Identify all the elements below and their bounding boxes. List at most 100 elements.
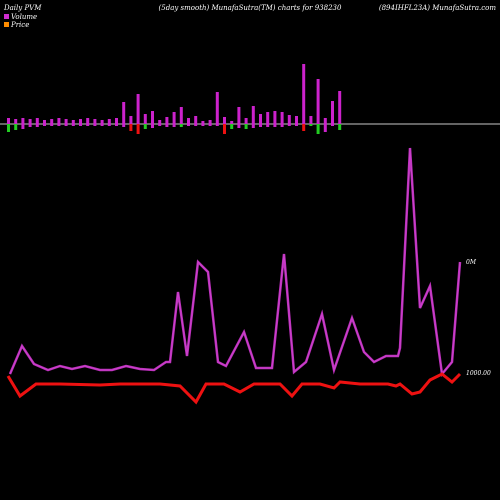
momentum-bar — [309, 124, 313, 126]
momentum-bar — [295, 124, 298, 126]
momentum-bar — [201, 124, 205, 126]
volume-bar — [93, 119, 97, 124]
volume-bar — [86, 118, 90, 124]
momentum-bar — [259, 124, 262, 127]
volume-bar — [172, 112, 176, 124]
volume-bar — [115, 118, 118, 124]
volume-bar — [107, 119, 111, 124]
volume-bar — [266, 112, 270, 124]
legend-price-label: Price — [10, 21, 29, 29]
volume-bar — [21, 118, 25, 124]
legend-volume-swatch — [4, 14, 9, 19]
volume-bars — [7, 64, 342, 134]
momentum-bar — [316, 124, 320, 134]
momentum-bar — [208, 124, 212, 126]
momentum-bar — [165, 124, 169, 127]
volume-bar — [35, 118, 39, 124]
volume-bar — [230, 121, 234, 124]
momentum-bar — [172, 124, 176, 127]
momentum-bar — [287, 124, 291, 126]
momentum-bar — [194, 124, 198, 126]
volume-bar — [280, 112, 284, 124]
momentum-bar — [151, 124, 154, 128]
momentum-bar — [136, 124, 140, 134]
series-lines — [6, 147, 462, 405]
volume-bar — [259, 114, 262, 124]
momentum-bar — [28, 124, 32, 127]
volume-bar — [64, 119, 68, 124]
volume-bar — [7, 118, 10, 124]
volume-bar — [79, 119, 82, 124]
volume-bar — [244, 118, 248, 124]
momentum-bar — [71, 124, 75, 126]
volume-bar — [273, 111, 277, 124]
volume-bar — [151, 111, 154, 124]
momentum-bar — [230, 124, 234, 129]
volume-bar — [201, 121, 205, 124]
momentum-bar — [215, 124, 219, 126]
momentum-bar — [266, 124, 270, 127]
momentum-bar — [107, 124, 111, 126]
volume-bar — [122, 102, 126, 124]
momentum-bar — [179, 124, 183, 127]
momentum-bar — [7, 124, 10, 132]
momentum-bar — [331, 124, 334, 126]
momentum-bar — [244, 124, 248, 129]
momentum-bar — [64, 124, 68, 126]
volume-bar — [331, 101, 334, 124]
momentum-bar — [302, 124, 306, 131]
volume-bar — [136, 94, 140, 124]
momentum-bar — [50, 124, 54, 126]
volume-bar — [287, 115, 291, 124]
momentum-bar — [122, 124, 126, 127]
momentum-bar — [323, 124, 327, 132]
volume-bar — [28, 119, 32, 124]
momentum-bar — [100, 124, 104, 126]
volume-axis-label: 0M — [466, 259, 477, 266]
header-left: Daily PVM — [3, 4, 42, 12]
momentum-bar — [158, 124, 162, 126]
volume-bar — [187, 118, 190, 124]
momentum-bar — [14, 124, 18, 130]
volume-bar — [43, 120, 46, 124]
momentum-bar — [129, 124, 133, 131]
volume-bar — [194, 116, 198, 124]
volume-bar — [57, 118, 61, 124]
volume-line-glow — [9, 147, 461, 376]
momentum-bar — [21, 124, 25, 129]
volume-bar — [295, 116, 298, 124]
header-center: (5day smooth) MunafaSutra(TM) charts for… — [159, 4, 342, 12]
legend-volume-label: Volume — [11, 13, 37, 21]
momentum-bar — [93, 124, 97, 126]
volume-bar — [179, 107, 183, 124]
momentum-bar — [35, 124, 39, 127]
momentum-bar — [57, 124, 61, 126]
price-line — [6, 372, 462, 405]
legend-price-swatch — [4, 22, 9, 27]
momentum-bar — [115, 124, 118, 126]
volume-bar — [316, 79, 320, 124]
volume-bar — [129, 116, 133, 124]
volume-bar — [158, 120, 162, 124]
volume-bar — [71, 120, 75, 124]
momentum-bar — [251, 124, 255, 128]
volume-bar — [14, 119, 18, 124]
momentum-bar — [338, 124, 342, 130]
volume-bar — [208, 120, 212, 124]
momentum-bar — [86, 124, 90, 126]
volume-bar — [302, 64, 306, 124]
volume-bar — [100, 120, 104, 124]
volume-bar — [143, 114, 147, 124]
momentum-bar — [79, 124, 82, 126]
volume-bar — [309, 116, 313, 124]
momentum-bar — [273, 124, 277, 127]
volume-bar — [165, 117, 169, 124]
volume-bar — [338, 91, 342, 124]
volume-line — [8, 147, 462, 377]
volume-bar — [50, 119, 54, 124]
volume-bar — [223, 117, 226, 124]
momentum-bar — [187, 124, 190, 126]
price-axis-label: 1000.00 — [466, 370, 491, 377]
